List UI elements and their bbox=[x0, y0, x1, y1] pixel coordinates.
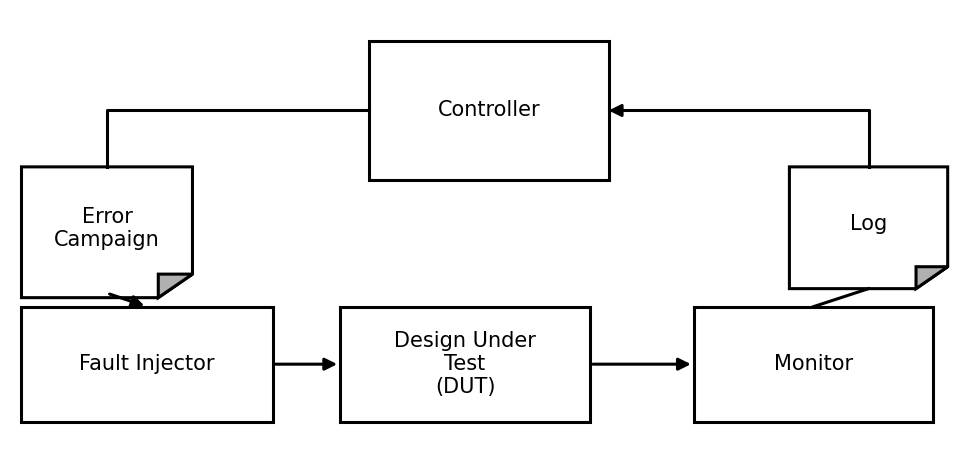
Bar bbox=[21, 307, 273, 422]
Bar bbox=[340, 307, 590, 422]
Text: Design Under
Test
(DUT): Design Under Test (DUT) bbox=[394, 331, 536, 397]
Text: Fault Injector: Fault Injector bbox=[79, 354, 215, 374]
Polygon shape bbox=[916, 267, 948, 289]
Text: Log: Log bbox=[850, 215, 887, 235]
Bar bbox=[694, 307, 933, 422]
Polygon shape bbox=[158, 274, 192, 298]
Text: Monitor: Monitor bbox=[774, 354, 853, 374]
Polygon shape bbox=[21, 167, 192, 298]
Bar bbox=[369, 41, 609, 180]
Text: Error
Campaign: Error Campaign bbox=[54, 207, 160, 250]
Polygon shape bbox=[789, 167, 948, 289]
Text: Controller: Controller bbox=[438, 101, 540, 120]
